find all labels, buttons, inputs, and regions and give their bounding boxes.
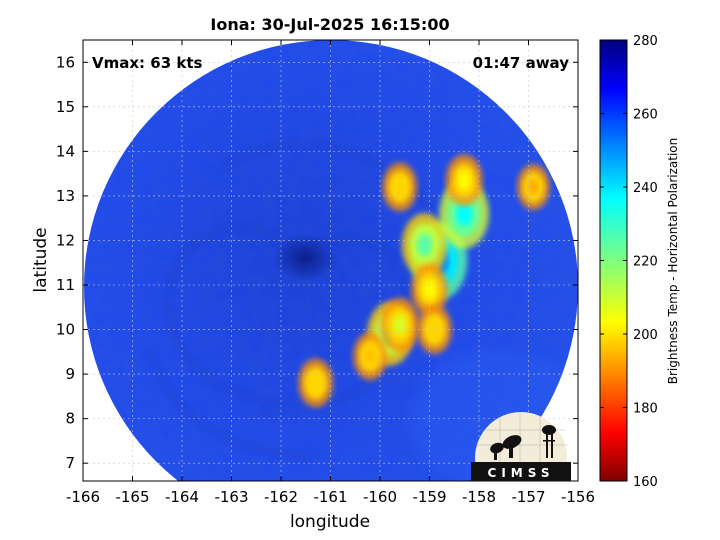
feature-core xyxy=(394,178,406,196)
colorbar-tick-label: 180 xyxy=(633,402,658,417)
colorbar: 280 260 240 220 200 180 160 Brightness Temp - … xyxy=(599,34,680,490)
x-tick-label: -157 xyxy=(511,488,545,506)
x-tick-label: -163 xyxy=(214,488,248,506)
cimss-logo-text: CIMSS xyxy=(488,466,555,480)
y-tick-label: 13 xyxy=(56,187,75,205)
colorbar-tick-label: 220 xyxy=(633,255,658,270)
x-axis: -166 -165 -164 -163 -162 -161 -160 -159 -158 -157… xyxy=(66,488,595,506)
colorbar-label: Brightness Temp - Horizontal Polarizatio… xyxy=(666,138,680,385)
x-axis-label: longitude xyxy=(290,512,370,532)
x-tick-label: -165 xyxy=(115,488,149,506)
y-tick-label: 12 xyxy=(56,231,75,249)
satellite-dish-icon xyxy=(490,435,522,460)
feature-core xyxy=(393,315,407,335)
x-tick-label: -159 xyxy=(412,488,446,506)
feature-core xyxy=(309,374,322,392)
colorbar-tick-label: 280 xyxy=(633,34,658,49)
vmax-label: Vmax: 63 kts xyxy=(92,54,202,72)
x-tick-label: -162 xyxy=(264,488,298,506)
feature-core xyxy=(528,178,539,196)
x-tick-label: -160 xyxy=(363,488,397,506)
feature-core xyxy=(417,233,433,257)
colorbar-tick-label: 160 xyxy=(633,475,658,490)
water-tower-icon xyxy=(542,425,556,458)
y-tick-label: 16 xyxy=(56,53,75,71)
y-tick-label: 14 xyxy=(56,142,75,160)
convective-features xyxy=(298,154,550,408)
x-tick-label: -161 xyxy=(313,488,347,506)
plot-area xyxy=(82,39,579,482)
feature-core xyxy=(423,280,436,299)
feature-core xyxy=(455,201,473,227)
map-title: Iona: 30-Jul-2025 16:15:00 xyxy=(210,15,449,34)
swath-image xyxy=(84,40,578,481)
x-tick-label: -156 xyxy=(561,488,595,506)
x-tick-label: -166 xyxy=(66,488,100,506)
y-tick-label: 7 xyxy=(65,454,75,472)
x-tick-label: -164 xyxy=(165,488,199,506)
feature-core xyxy=(364,347,376,365)
feature-core xyxy=(458,171,471,190)
y-tick-label: 11 xyxy=(56,276,75,294)
colorbar-tick-label: 200 xyxy=(633,328,658,343)
y-tick-label: 15 xyxy=(56,98,75,116)
y-tick-label: 10 xyxy=(56,321,75,339)
y-tick-label: 9 xyxy=(65,365,75,383)
y-tick-label: 8 xyxy=(65,410,75,428)
cimss-logo: CIMSS xyxy=(471,412,571,481)
y-axis-label: latitude xyxy=(31,227,51,292)
storm-eye xyxy=(273,234,337,282)
colorbar-tick-label: 260 xyxy=(633,108,658,123)
y-axis: 16 15 14 13 12 11 10 9 8 7 xyxy=(56,53,75,472)
time-away-label: 01:47 away xyxy=(473,54,570,72)
colorbar-tick-label: 240 xyxy=(633,181,658,196)
x-tick-label: -158 xyxy=(462,488,496,506)
colorbar-gradient xyxy=(599,39,628,482)
